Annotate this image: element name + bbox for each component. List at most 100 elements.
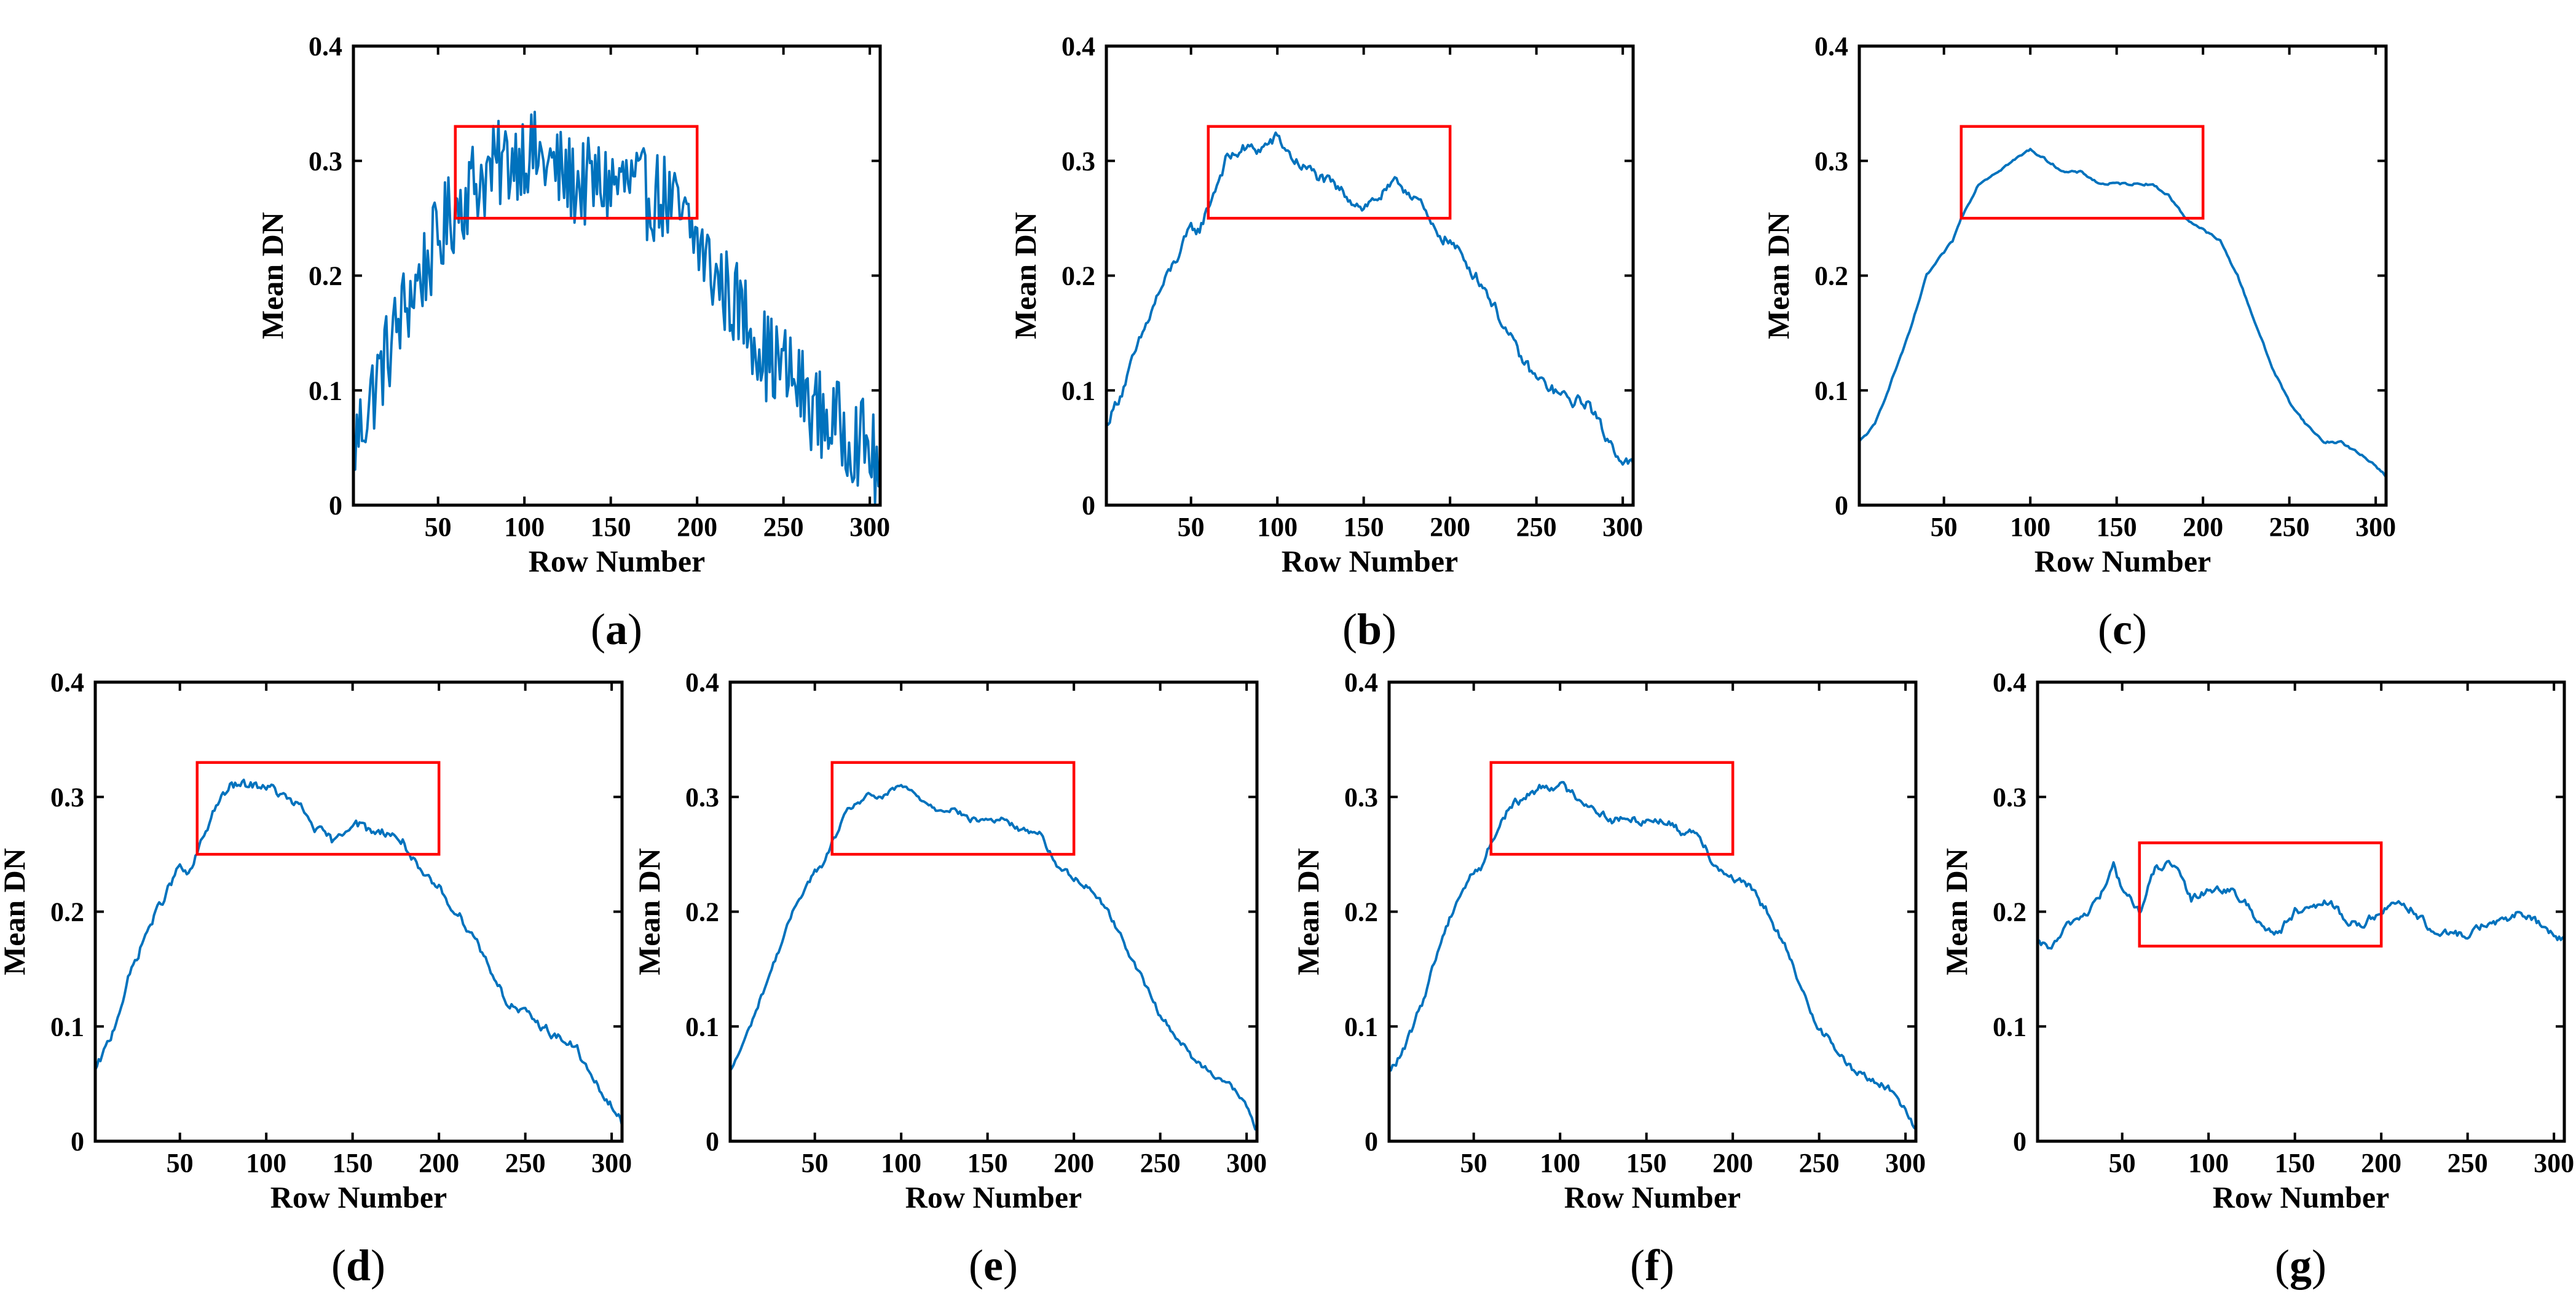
x-axis-title: Row Number [1564, 1180, 1741, 1214]
x-tick-label: 150 [2275, 1148, 2315, 1178]
axes-frame-f [1387, 680, 1918, 1143]
y-axis-title: Mean DN [632, 848, 666, 975]
y-tick-label: 0.3 [685, 782, 719, 812]
y-tick-label: 0.1 [1993, 1012, 2027, 1042]
y-tick-label: 0.2 [1814, 261, 1848, 291]
x-tick-label: 50 [1931, 512, 1958, 542]
x-tick-label: 150 [1626, 1148, 1667, 1178]
x-tick-label: 200 [419, 1148, 459, 1178]
x-tick-label: 300 [2355, 512, 2396, 542]
highlight-box-f [1489, 761, 1735, 856]
y-tick-label: 0.1 [1344, 1012, 1378, 1042]
axes-frame-d [93, 680, 624, 1143]
x-tick-label: 50 [1460, 1148, 1487, 1178]
y-tick-label: 0.4 [685, 667, 719, 698]
panel-label-d: (d) [331, 1241, 385, 1290]
highlight-box-e [830, 761, 1076, 856]
x-tick-label: 150 [333, 1148, 373, 1178]
y-tick-label: 0.4 [1814, 31, 1848, 61]
y-tick-label: 0 [329, 490, 342, 521]
y-tick-label: 0.1 [685, 1012, 719, 1042]
highlight-box-g [2138, 841, 2383, 948]
y-tick-label: 0.4 [1062, 31, 1095, 61]
x-tick-label: 50 [167, 1148, 194, 1178]
highlight-box-d [195, 761, 441, 856]
series-line-g [2036, 860, 2566, 950]
x-tick-label: 50 [802, 1148, 829, 1178]
x-tick-label: 300 [1226, 1148, 1267, 1178]
y-tick-label: 0.1 [1814, 375, 1848, 406]
series-line-d [94, 779, 623, 1127]
series-line-b [1105, 131, 1634, 466]
y-axis-title: Mean DN [1008, 212, 1042, 339]
series-line-e [729, 784, 1258, 1131]
x-tick-label: 150 [591, 512, 631, 542]
x-tick-label: 100 [1540, 1148, 1580, 1178]
highlight-box-c [1960, 125, 2205, 220]
x-axis-title: Row Number [1282, 544, 1458, 578]
chart-panel-e: 50 100 150 200 250 300 0 0.1 0.2 0.3 0.4 Row Number… [632, 667, 1267, 1290]
x-tick-label: 100 [2010, 512, 2050, 542]
y-tick-label: 0.2 [1344, 897, 1378, 927]
y-axis-title: Mean DN [0, 848, 31, 975]
x-tick-label: 250 [1140, 1148, 1181, 1178]
x-tick-label: 300 [591, 1148, 632, 1178]
x-tick-label: 50 [1178, 512, 1205, 542]
y-tick-label: 0.3 [50, 782, 84, 812]
x-axis-title: Row Number [270, 1180, 447, 1214]
y-tick-label: 0.4 [309, 31, 342, 61]
x-axis-title: Row Number [2213, 1180, 2389, 1214]
y-tick-label: 0 [2013, 1126, 2027, 1157]
x-tick-label: 250 [1516, 512, 1557, 542]
y-axis-title: Mean DN [1761, 212, 1795, 339]
y-axis-title: Mean DN [1291, 848, 1325, 975]
y-tick-label: 0 [1365, 1126, 1378, 1157]
y-tick-label: 0.2 [1062, 261, 1095, 291]
y-tick-label: 0.4 [1344, 667, 1378, 698]
x-tick-label: 250 [763, 512, 804, 542]
series-line-a [352, 111, 881, 504]
y-tick-label: 0.1 [309, 375, 342, 406]
y-tick-label: 0.2 [1993, 897, 2027, 927]
chart-panel-g: 50 100 150 200 250 300 0 0.1 0.2 0.3 0.4 Row Number… [1939, 667, 2574, 1290]
x-tick-label: 200 [1430, 512, 1470, 542]
highlight-box-a [454, 125, 699, 220]
x-tick-label: 100 [1257, 512, 1298, 542]
x-tick-label: 100 [881, 1148, 921, 1178]
axes-frame-c [1857, 44, 2388, 507]
x-tick-label: 250 [1799, 1148, 1840, 1178]
series-line-c [1858, 147, 2387, 479]
y-tick-label: 0 [1082, 490, 1095, 521]
y-tick-label: 0 [706, 1126, 719, 1157]
y-tick-label: 0.1 [1062, 375, 1095, 406]
chart-panel-f: 50 100 150 200 250 300 0 0.1 0.2 0.3 0.4 Row Number… [1291, 667, 1926, 1290]
axes-frame-b [1105, 44, 1635, 507]
y-tick-label: 0.3 [1814, 146, 1848, 176]
y-tick-label: 0.3 [1062, 146, 1095, 176]
chart-panel-b: 50 100 150 200 250 300 0 0.1 0.2 0.3 0.4 Row Number… [1008, 31, 1643, 654]
x-tick-label: 300 [1885, 1148, 1926, 1178]
x-tick-label: 50 [2109, 1148, 2136, 1178]
panel-label-e: (e) [969, 1241, 1018, 1290]
chart-panel-a: 50 100 150 200 250 300 0 0.1 0.2 0.3 0.4 Row Number… [255, 31, 890, 654]
panel-label-b: (b) [1342, 605, 1396, 654]
y-tick-label: 0.4 [50, 667, 84, 698]
y-tick-label: 0.1 [50, 1012, 84, 1042]
x-tick-label: 150 [2097, 512, 2137, 542]
x-axis-title: Row Number [2034, 544, 2211, 578]
panel-label-c: (c) [2098, 605, 2147, 654]
x-tick-label: 300 [1602, 512, 1643, 542]
x-tick-label: 150 [1344, 512, 1384, 542]
y-tick-label: 0.3 [1344, 782, 1378, 812]
y-axis-title: Mean DN [1939, 848, 1974, 975]
y-tick-label: 0.3 [1993, 782, 2027, 812]
y-tick-label: 0.2 [685, 897, 719, 927]
highlight-box-b [1207, 125, 1452, 220]
y-tick-label: 0.3 [309, 146, 342, 176]
x-tick-label: 200 [1054, 1148, 1094, 1178]
y-tick-label: 0.2 [50, 897, 84, 927]
x-tick-label: 150 [967, 1148, 1008, 1178]
x-tick-label: 250 [2448, 1148, 2488, 1178]
x-tick-label: 250 [505, 1148, 546, 1178]
